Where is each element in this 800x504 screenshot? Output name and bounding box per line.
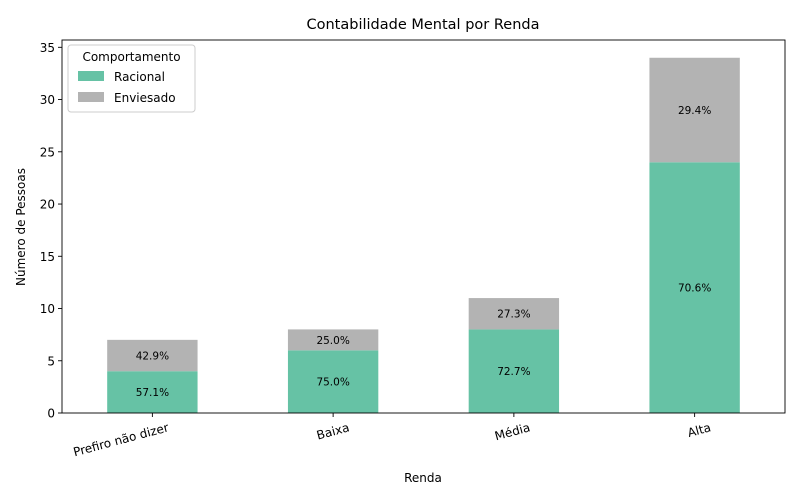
y-tick-label-5: 25 — [40, 145, 55, 159]
bars-layer — [107, 57, 740, 413]
plot-frame — [61, 39, 786, 414]
legend-entry-racional: Racional — [114, 70, 165, 84]
data-labels-layer: 57.1% 42.9% 75.0% 25.0% 72.7% 27.3% 70.6% 29.4% — [136, 105, 712, 399]
bar-racional-3 — [649, 162, 740, 413]
bar-racional-0 — [107, 371, 198, 413]
legend-swatch-enviesado — [78, 92, 104, 102]
x-tick-label-1: Baixa — [315, 420, 351, 442]
bar-enviesado-0 — [107, 339, 198, 372]
x-tick-label-3: Alta — [686, 420, 712, 440]
x-tick-label-0: Prefiro não dizer — [72, 420, 170, 459]
bar-racional-2 — [468, 329, 560, 413]
legend-swatch-racional — [78, 71, 104, 81]
y-tick-label-2: 10 — [40, 302, 55, 316]
x-axis-label: Renda — [404, 471, 442, 485]
y-tick-label-0: 0 — [47, 407, 55, 421]
data-label-enviesado-1: 25.0% — [316, 335, 349, 347]
y-tick-label-1: 5 — [47, 354, 55, 368]
data-label-enviesado-0: 42.9% — [136, 351, 169, 363]
legend: Comportamento Racional Enviesado — [67, 44, 196, 113]
chart-title: Contabilidade Mental por Renda — [307, 17, 540, 33]
y-tick-label-7: 35 — [40, 41, 55, 55]
data-label-racional-2: 72.7% — [497, 366, 530, 378]
x-tick-label-2: Média — [493, 420, 531, 443]
data-label-enviesado-2: 27.3% — [497, 309, 530, 321]
y-axis-label: Número de Pessoas — [14, 168, 28, 286]
data-label-enviesado-3: 29.4% — [678, 105, 711, 117]
bar-enviesado-1 — [287, 329, 379, 351]
bar-racional-1 — [287, 350, 379, 413]
y-tick-label-4: 20 — [40, 198, 55, 212]
bar-enviesado-3 — [649, 57, 740, 163]
legend-title: Comportamento — [82, 50, 180, 64]
y-tick-label-6: 30 — [40, 93, 55, 107]
legend-entry-enviesado: Enviesado — [114, 91, 176, 105]
y-tick-label-3: 15 — [40, 250, 55, 264]
data-label-racional-1: 75.0% — [316, 377, 349, 389]
bar-enviesado-2 — [468, 298, 560, 330]
data-label-racional-0: 57.1% — [136, 387, 169, 399]
data-label-racional-3: 70.6% — [678, 283, 711, 295]
